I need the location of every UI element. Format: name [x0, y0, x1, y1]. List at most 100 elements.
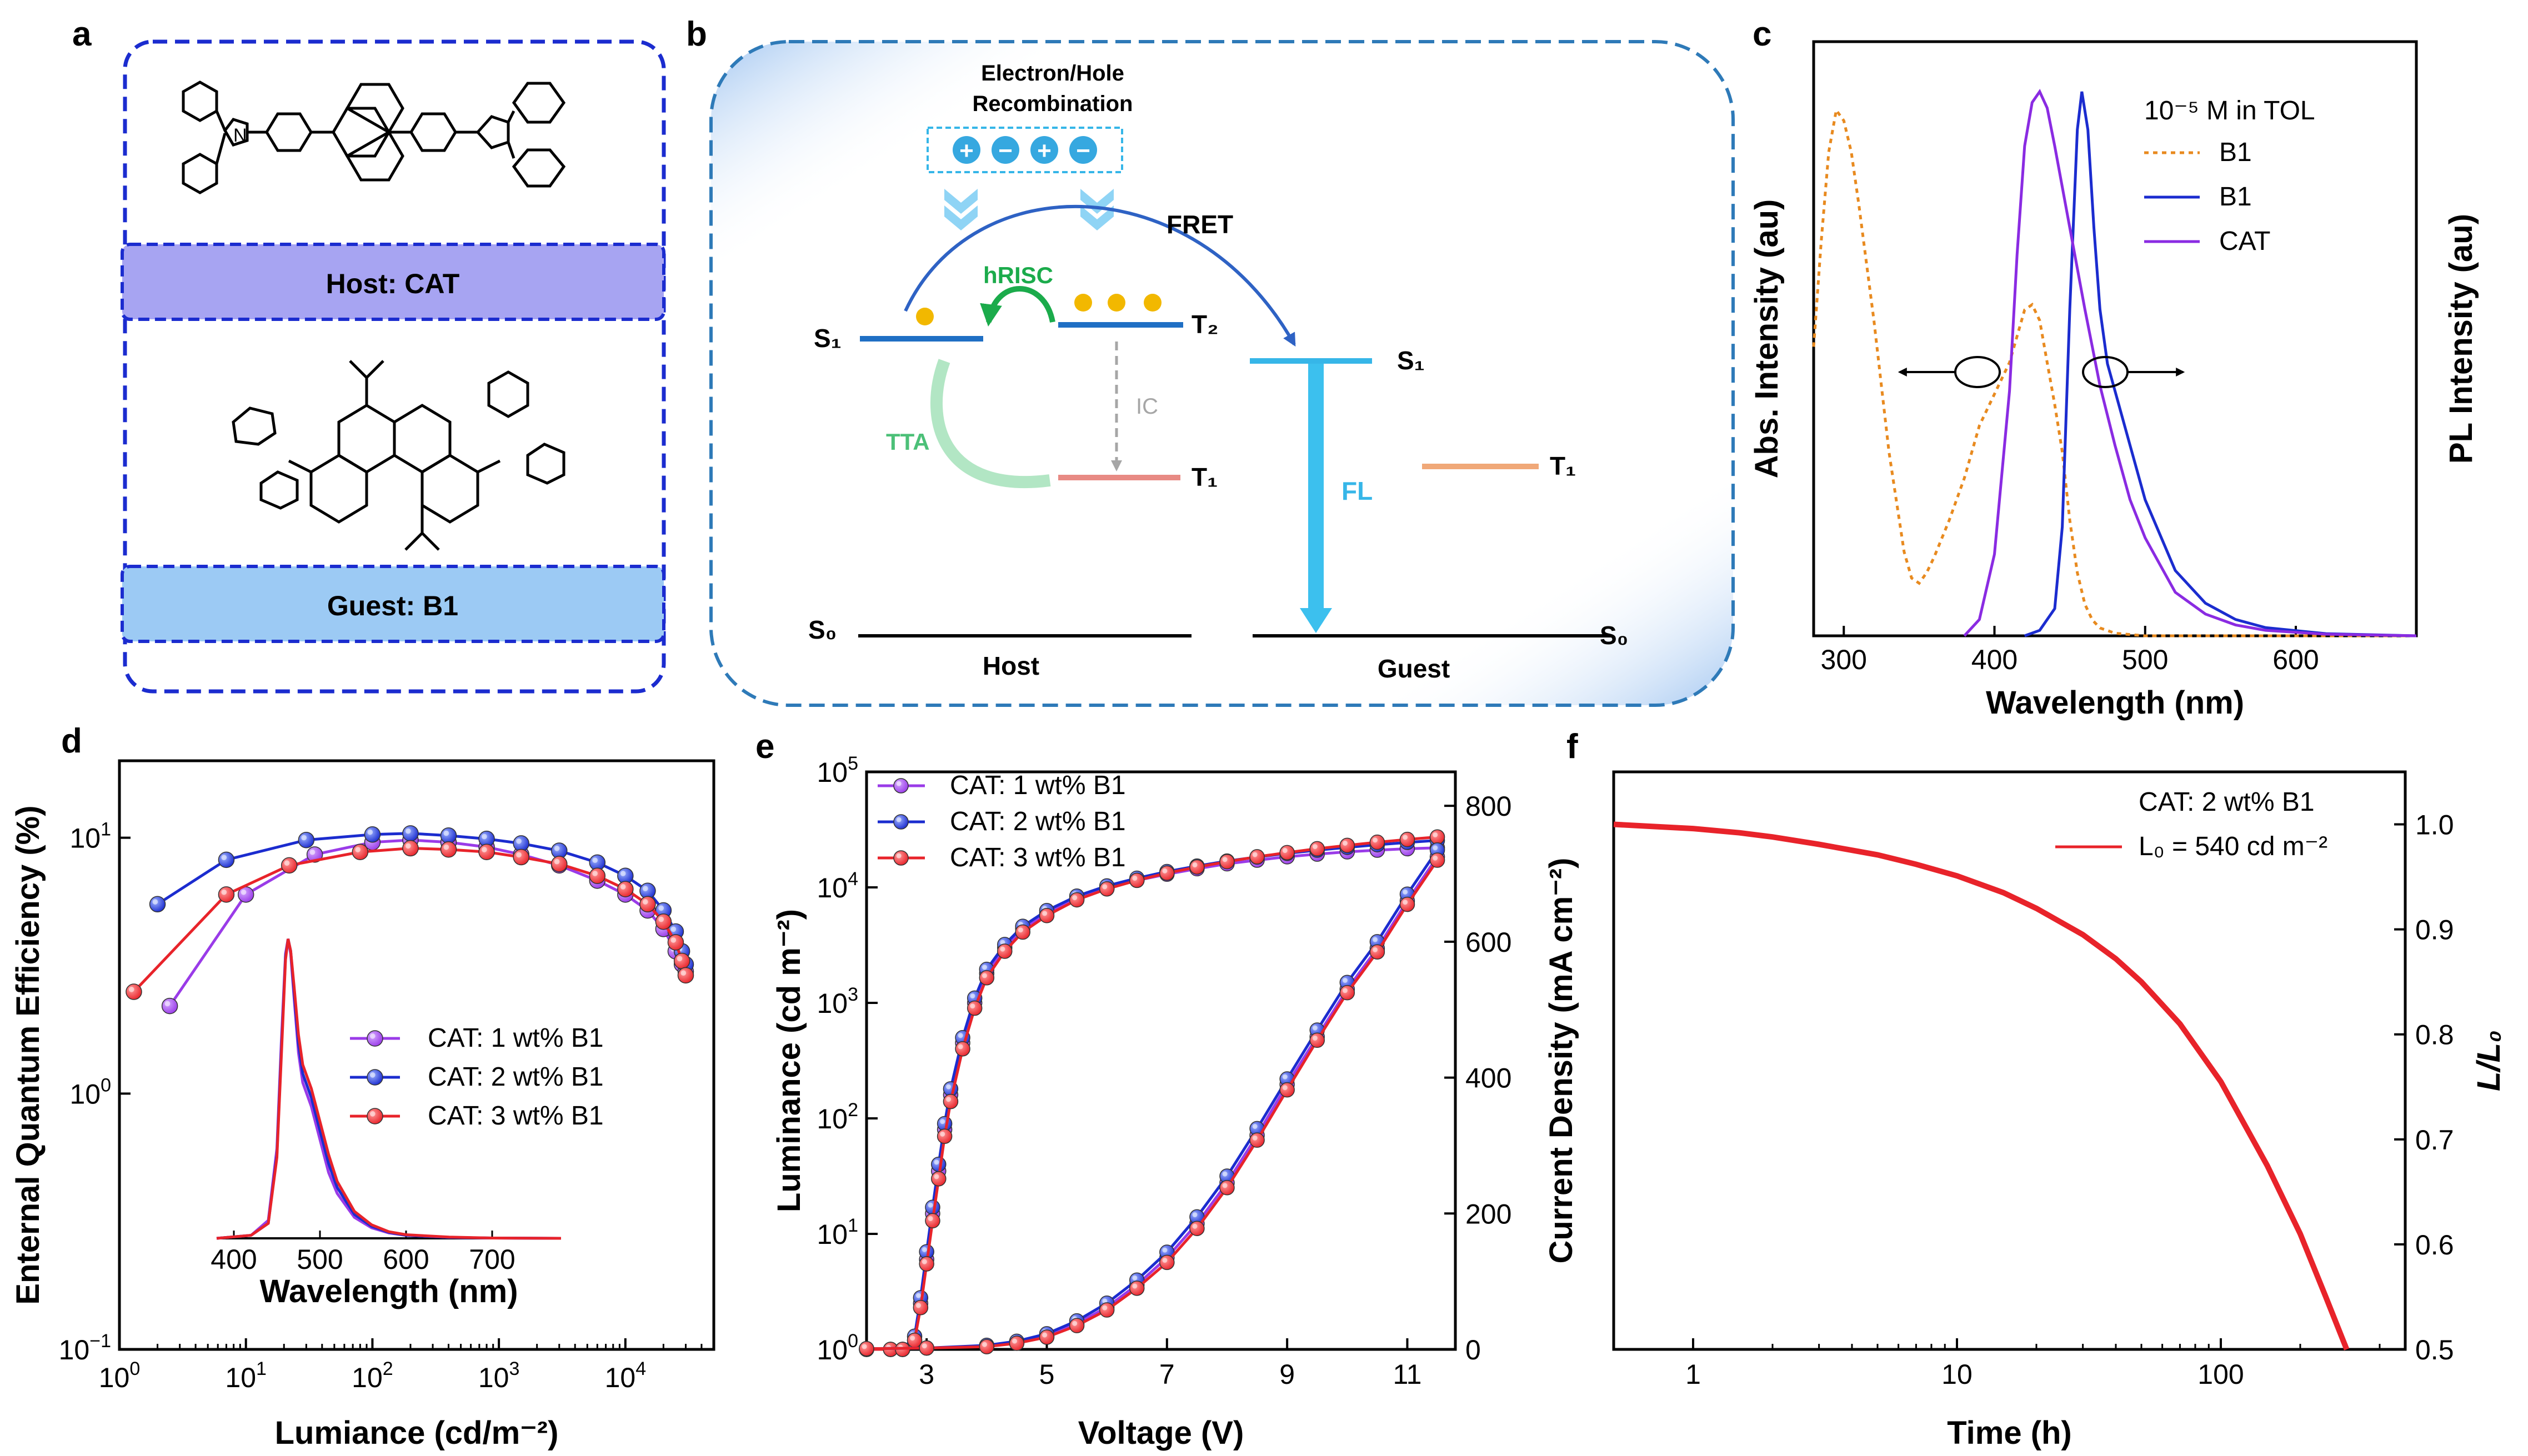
data-point-highlight [1342, 840, 1348, 846]
data-point-highlight [1042, 1332, 1048, 1338]
data-point [673, 952, 690, 970]
decay-line [1613, 821, 2350, 1350]
data-point [126, 983, 142, 1000]
y-tick-label: 0.7 [2415, 1124, 2454, 1156]
legend-title: CAT: 2 wt% B1 [2139, 787, 2315, 817]
data-point-highlight [1372, 937, 1378, 942]
y-axis-label: L/L₀ [2471, 1030, 2507, 1091]
data-point-highlight [1312, 1025, 1318, 1031]
data-point [1189, 859, 1205, 875]
data-point-highlight [1252, 1135, 1258, 1141]
legend-label: CAT: 2 wt% B1 [950, 807, 1126, 836]
x-tick-label: 3 [919, 1359, 934, 1390]
data-point [639, 896, 656, 913]
panel-label-a: a [72, 15, 92, 53]
data-point-highlight [970, 993, 975, 999]
x-tick-label: 1 [1685, 1359, 1701, 1390]
panel-f: f 1 10 100 0.5 0.6 0.7 0.8 0.9 1.0 CAT: 2 wt% B1 L… [1566, 727, 2507, 1451]
guest-t1-label: T₁ [1550, 451, 1576, 480]
data-point-highlight [1433, 855, 1438, 861]
data-point-highlight [928, 1216, 933, 1221]
legend-label: B1 [2219, 182, 2252, 212]
data-point-highlight [443, 830, 449, 836]
tick-label: 10−1 [59, 1331, 111, 1365]
data-point [1279, 845, 1295, 861]
data-point-highlight [1222, 857, 1228, 862]
ic-label: IC [1136, 394, 1158, 419]
host-s0-label: S₀ [808, 615, 837, 644]
data-point-highlight [1433, 845, 1438, 851]
inset-x-tick-label: 600 [383, 1244, 429, 1275]
data-point [1249, 849, 1265, 865]
data-point-highlight [284, 860, 290, 866]
data-point-highlight [516, 852, 522, 858]
data-point [919, 1340, 934, 1356]
tick-label: 104 [605, 1358, 647, 1393]
data-point [937, 1128, 953, 1144]
data-point-highlight [1403, 900, 1408, 905]
data-point-highlight [915, 1293, 921, 1298]
data-point [677, 967, 694, 984]
hrisc-label: hRISC [983, 262, 1053, 288]
data-point-highlight [443, 844, 449, 850]
x-axis-label: Wavelength (nm) [1986, 685, 2244, 721]
data-point-highlight [309, 849, 316, 855]
data-point [1429, 829, 1445, 845]
data-point-highlight [982, 1342, 987, 1347]
panel-b-frame [709, 40, 1735, 707]
data-point-highlight [369, 1072, 376, 1078]
data-point [478, 844, 495, 860]
recombination-title-2: Recombination [973, 92, 1133, 116]
data-point [931, 1171, 947, 1187]
host-t2-label: T₂ [1192, 310, 1219, 339]
x-axis-label: Lumiance (cd/m⁻²) [275, 1415, 559, 1451]
data-point-highlight [355, 847, 361, 852]
data-point [1069, 1318, 1085, 1333]
panel-a: a N Host: CAT [72, 15, 666, 694]
data-point-highlight [367, 829, 373, 835]
series-line [157, 832, 687, 965]
data-point-highlight [1102, 884, 1108, 890]
data-point-highlight [481, 834, 487, 840]
exciton-dot [1108, 294, 1125, 312]
guest-label: Guest: B1 [327, 590, 458, 621]
data-point [281, 857, 298, 874]
data-point-highlight [1312, 844, 1318, 850]
data-point-highlight [221, 855, 227, 861]
tta-label: TTA [886, 429, 930, 455]
tick-label: 102 [817, 1099, 858, 1134]
panel-label-c: c [1753, 15, 1771, 53]
data-point [667, 934, 684, 951]
panel-a-frame [123, 39, 666, 694]
data-point [913, 1300, 929, 1316]
legend-label: CAT: 1 wt% B1 [428, 1023, 604, 1053]
data-point-highlight [958, 1044, 963, 1050]
data-point [1399, 896, 1415, 912]
plot-frame [1812, 40, 2418, 637]
data-point-highlight [934, 1159, 939, 1165]
data-point-highlight [1072, 895, 1078, 901]
legend-label: CAT [2219, 227, 2270, 256]
y-tick-label-right: 0 [1465, 1334, 1481, 1365]
data-point-highlight [1282, 1074, 1288, 1080]
data-point-highlight [940, 1119, 945, 1124]
tick-label: 102 [352, 1358, 393, 1393]
data-point-highlight [405, 828, 411, 834]
data-point [367, 1108, 383, 1124]
data-point [402, 825, 419, 842]
data-point [1219, 1180, 1235, 1196]
data-point-highlight [241, 889, 247, 895]
series-line-cat-pl [1963, 88, 2417, 637]
hrisc-arrow [980, 286, 1055, 327]
data-point-highlight [940, 1131, 945, 1137]
data-point-highlight [128, 986, 134, 992]
data-point [617, 881, 634, 897]
charge-3: + [1037, 137, 1052, 164]
data-point-highlight [928, 1202, 933, 1208]
data-point-highlight [620, 871, 626, 876]
tick-label: 101 [225, 1358, 267, 1393]
exciton-dot [1144, 294, 1162, 312]
guest-caption: Guest [1378, 654, 1450, 683]
data-point [893, 778, 909, 794]
data-point-highlight [1403, 835, 1408, 840]
